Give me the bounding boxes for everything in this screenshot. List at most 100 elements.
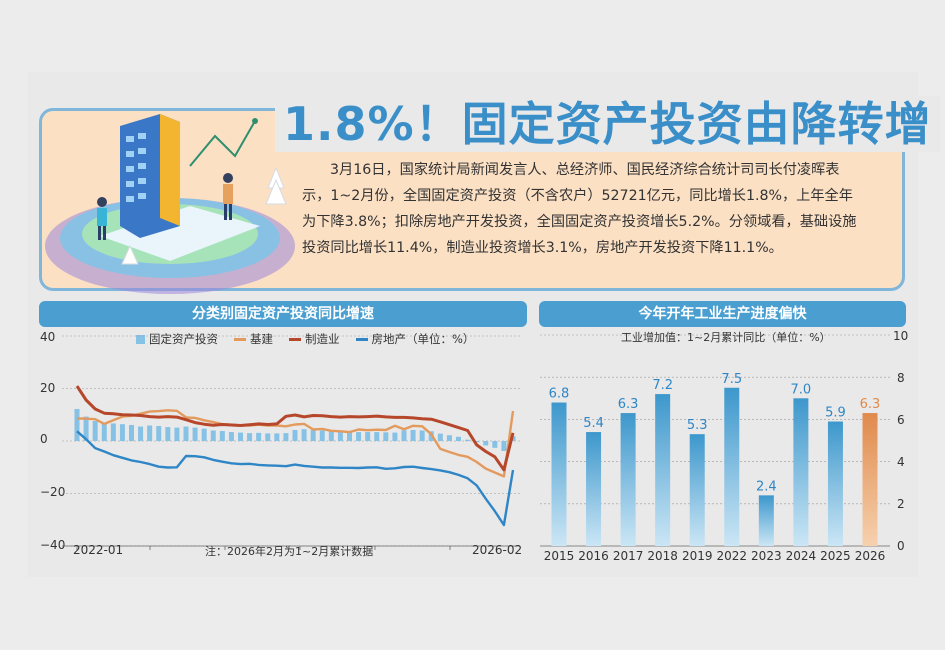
bar-fixed-asset	[483, 441, 489, 446]
bar-fixed-asset	[301, 429, 307, 441]
bar-fixed-asset	[347, 432, 352, 441]
x-tick-label: 2025	[820, 549, 851, 563]
y-tick-label: 4	[897, 455, 905, 469]
bar-2019	[689, 434, 705, 546]
data-label: 7.2	[652, 378, 673, 393]
y-tick-label: 10	[893, 329, 909, 343]
bar-fixed-asset	[365, 432, 371, 441]
x-tick-label: 2019	[682, 549, 713, 563]
bar-fixed-asset	[192, 427, 198, 441]
bar-fixed-asset	[165, 427, 171, 441]
data-label: 6.8	[549, 387, 570, 402]
bar-2026	[862, 413, 878, 546]
bar-fixed-asset	[228, 432, 234, 441]
data-label: 6.3	[618, 397, 639, 412]
growth-arrow-icon	[189, 120, 256, 167]
y-tick-label: 40	[40, 330, 56, 344]
x-tick-start: 2022-01	[73, 543, 124, 557]
y-tick-label: 0	[40, 432, 48, 446]
bar-fixed-asset	[74, 408, 80, 441]
bar-fixed-asset	[283, 433, 289, 441]
data-label: 5.9	[825, 406, 846, 421]
bar-fixed-asset	[337, 431, 343, 441]
y-tick-label: 6	[897, 413, 905, 427]
bar-2016	[586, 432, 602, 546]
bar-2024	[793, 398, 809, 546]
bar-fixed-asset	[156, 426, 162, 441]
bar-fixed-asset	[201, 428, 207, 441]
bar-fixed-asset	[129, 424, 134, 441]
bar-fixed-asset	[392, 432, 398, 441]
x-tick-label: 2015	[544, 549, 575, 563]
bar-fixed-asset	[274, 433, 280, 441]
bar-fixed-asset	[319, 430, 325, 441]
data-label: 7.0	[791, 382, 812, 397]
legend-item-fixed-asset: 固定资产投资	[136, 331, 218, 347]
data-label: 5.4	[583, 416, 604, 431]
bar-fixed-asset	[292, 429, 298, 441]
person-icon	[97, 197, 107, 240]
legend-item-real-estate: 房地产（单位：%）	[355, 331, 475, 347]
y-tick-label: 2	[897, 497, 905, 511]
legend-unit: （单位：%）	[406, 332, 475, 346]
x-tick-label: 2017	[613, 549, 644, 563]
bar-2023	[758, 495, 774, 546]
x-tick-end: 2026-02	[472, 543, 523, 557]
bar-fixed-asset	[92, 421, 98, 441]
bar-fixed-asset	[501, 441, 507, 451]
bar-fixed-asset	[210, 430, 216, 441]
page-title: 1.8%！固定资产投资由降转增	[275, 96, 940, 152]
tree-icon	[121, 166, 287, 265]
chart-note: 注：2026年2月为1~2月累计数据	[205, 545, 374, 558]
bar-fixed-asset	[465, 439, 471, 441]
bar-fixed-asset	[310, 429, 316, 441]
x-tick-label: 2016	[578, 549, 609, 563]
bar-fixed-asset	[138, 426, 144, 441]
bar-2022	[724, 387, 740, 546]
x-tick-label: 2024	[786, 549, 817, 563]
bar-fixed-asset	[83, 416, 89, 441]
y-tick-label: 20	[40, 381, 56, 395]
bar-fixed-asset	[437, 433, 443, 441]
line-infrastructure	[76, 409, 515, 478]
line-real-estate	[76, 430, 515, 527]
bar-fixed-asset	[183, 426, 189, 441]
data-label: 5.3	[687, 418, 708, 433]
bar-fixed-asset	[219, 431, 225, 441]
bar-fixed-asset	[356, 432, 362, 441]
bar-2018	[655, 394, 671, 546]
x-tick-label: 2023	[751, 549, 782, 563]
legend-item-infrastructure: 基建	[234, 331, 273, 347]
bar-fixed-asset	[410, 429, 416, 441]
y-tick-label: −40	[40, 538, 66, 552]
legend-item-manufacturing: 制造业	[289, 331, 340, 347]
bar-fixed-asset	[492, 441, 498, 448]
legend-label: 固定资产投资	[149, 332, 218, 346]
bar-fixed-asset	[101, 422, 107, 441]
left-chart-legend: 固定资产投资 基建 制造业 房地产（单位：%）	[136, 331, 474, 347]
legend-label: 制造业	[305, 332, 340, 346]
data-label: 7.5	[721, 372, 742, 387]
right-chart-subtitle: 工业增加值：1~2月累计同比（单位：%）	[621, 331, 831, 344]
data-label: 2.4	[756, 479, 777, 494]
intro-paragraph: 3月16日，国家统计局新闻发言人、总经济师、国民经济综合统计司司长付凌晖表示，1…	[302, 162, 857, 256]
bar-2025	[827, 421, 843, 546]
bar-fixed-asset	[147, 425, 153, 441]
right-chart-header: 今年开年工业生产进度偏快	[539, 301, 906, 327]
bar-fixed-asset	[119, 424, 125, 441]
bar-fixed-asset	[174, 427, 180, 441]
y-tick-label: −20	[40, 485, 66, 499]
bar-fixed-asset	[238, 432, 243, 441]
bar-fixed-asset	[328, 430, 334, 441]
bar-fixed-asset	[256, 432, 262, 441]
bar-2015	[551, 402, 567, 546]
bar-fixed-asset	[446, 435, 452, 441]
left-chart-header: 分类别固定资产投资同比增速	[39, 301, 527, 327]
x-tick-label: 2022	[717, 549, 748, 563]
y-tick-label: 0	[897, 539, 905, 553]
x-tick-label: 2026	[855, 549, 886, 563]
bar-fixed-asset	[383, 432, 389, 441]
bar-2017	[620, 413, 636, 546]
